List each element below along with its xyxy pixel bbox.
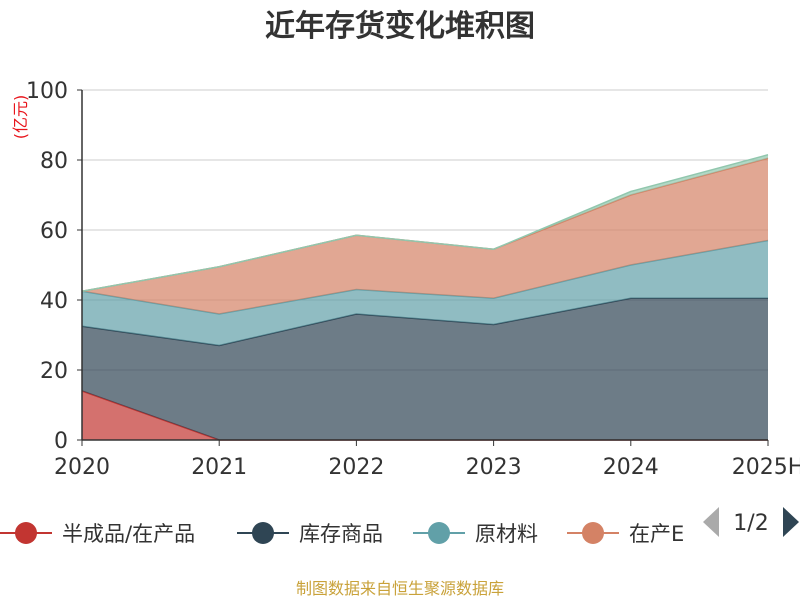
legend-pager: 1/2 [703,507,799,537]
legend-page-indicator: 1/2 [733,511,768,536]
y-tick-label: 0 [54,429,68,454]
y-axis-ticks: 0 20 40 60 80 100 [26,79,82,454]
y-axis-unit-label: (亿元) [11,95,30,140]
series-areas [81,154,769,441]
legend-next-icon[interactable] [783,507,799,537]
legend-marker-icon [252,522,274,544]
legend: 半成品/在产品 库存商品 原材料 在产E [0,522,684,546]
legend-item[interactable]: 原材料 [413,522,538,546]
y-tick-label: 20 [40,359,68,384]
y-tick-label: 40 [40,289,68,314]
legend-item[interactable]: 在产E [567,522,684,546]
x-tick-label: 2024 [603,455,659,480]
series-line-4 [81,154,769,292]
legend-label: 原材料 [475,522,538,546]
y-tick-label: 60 [40,219,68,244]
axes [81,90,768,441]
series-area-2 [82,240,768,346]
legend-marker-icon [15,522,37,544]
x-axis-ticks: 2020 2021 2022 2023 2024 2025H [54,440,800,480]
y-tick-label: 80 [40,149,68,174]
y-tick-label: 100 [26,79,68,104]
x-tick-label: 2020 [54,455,110,480]
source-note: 制图数据来自恒生聚源数据库 [296,579,504,598]
legend-item[interactable]: 库存商品 [237,522,383,546]
legend-prev-icon[interactable] [703,507,719,537]
x-tick-label: 2025H [732,455,800,480]
series-area-0 [82,391,768,440]
chart-title: 近年存货变化堆积图 [265,9,535,44]
legend-marker-icon [428,522,450,544]
x-tick-label: 2022 [328,455,384,480]
legend-label: 库存商品 [299,522,383,546]
x-tick-label: 2023 [466,455,522,480]
legend-label: 半成品/在产品 [62,522,195,546]
x-tick-label: 2021 [191,455,247,480]
legend-marker-icon [582,522,604,544]
legend-item[interactable]: 半成品/在产品 [0,522,195,546]
series-area-1 [82,298,768,440]
legend-label: 在产E [629,522,684,546]
series-area-3 [82,158,768,314]
